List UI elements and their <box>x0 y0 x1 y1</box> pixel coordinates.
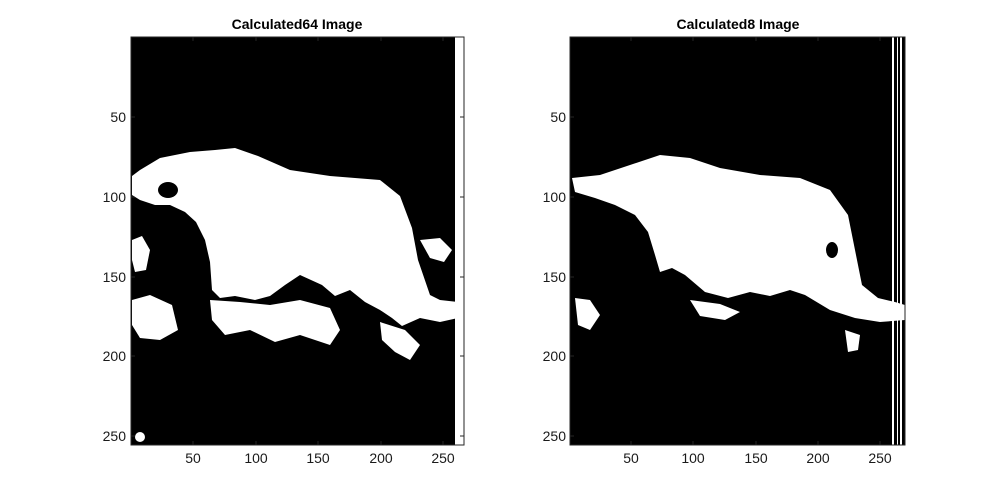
panel-2-x-tick-label: 150 <box>744 450 768 466</box>
panel-1-speckle-a <box>132 295 178 340</box>
panel-1-dark-patch-a <box>158 182 178 198</box>
panel-1-y-tick-label: 50 <box>110 109 126 125</box>
panel-2-x-tick-label: 200 <box>806 450 830 466</box>
panel-1-x-tick-label: 50 <box>185 450 201 466</box>
panel-1-speckle-b <box>210 300 340 345</box>
panel-1-y-tick-label: 250 <box>102 428 126 444</box>
panel-2-x-tick-marks <box>630 37 881 445</box>
panel-1-x-tick-label: 200 <box>369 450 393 466</box>
panel-1-y-tick-label: 100 <box>102 189 126 205</box>
panel-1-x-tick-label: 100 <box>244 450 268 466</box>
panel-2-x-tick-label: 250 <box>868 450 892 466</box>
panel-1-speckle-e <box>420 238 452 262</box>
panel-2-y-tick-marks <box>570 116 574 437</box>
panel-2-y-tick-label: 200 <box>542 348 566 364</box>
panel-2-animal-silhouette <box>572 155 905 322</box>
panel-1-speckle-d <box>132 236 150 272</box>
panel-2-y-tick-label: 50 <box>550 109 566 125</box>
panel-2-speckle-c <box>690 300 740 320</box>
panel-2-speckle-a <box>575 298 600 330</box>
panel-2-title: Calculated8 Image <box>676 16 800 32</box>
panel-1-speckle-c <box>380 322 420 360</box>
panel-2-dark-patch-b <box>826 242 838 258</box>
panel-2-y-tick-label: 150 <box>542 269 566 285</box>
panel-2-y-tick-label: 250 <box>542 428 566 444</box>
panel-2-right-stripes <box>892 37 902 445</box>
panel-1-x-tick-label: 150 <box>306 450 330 466</box>
panel-2-speckle-b <box>845 330 860 352</box>
panel-1-axes-frame <box>130 36 465 446</box>
panel-1-x-tick-label: 250 <box>431 450 455 466</box>
panel-1-y-tick-marks <box>131 116 464 437</box>
panel-1-title: Calculated64 Image <box>231 16 363 32</box>
panel-1-right-strip <box>455 37 464 445</box>
panel-2-x-tick-label: 50 <box>623 450 639 466</box>
panel-1-y-tick-label: 150 <box>102 269 126 285</box>
panel-2-dark-patch-a <box>580 205 630 275</box>
panel-1-animal-silhouette <box>132 148 458 326</box>
panel-1-y-tick-label: 200 <box>102 348 126 364</box>
panel-1-dark-patch-b <box>156 220 204 280</box>
panel-1-x-tick-marks <box>192 37 444 445</box>
panel-2-y-tick-label: 100 <box>542 189 566 205</box>
panel-2-x-tick-label: 100 <box>681 450 705 466</box>
panel-1-corner-dot <box>135 432 145 442</box>
panel-2-axes-frame <box>569 36 906 446</box>
